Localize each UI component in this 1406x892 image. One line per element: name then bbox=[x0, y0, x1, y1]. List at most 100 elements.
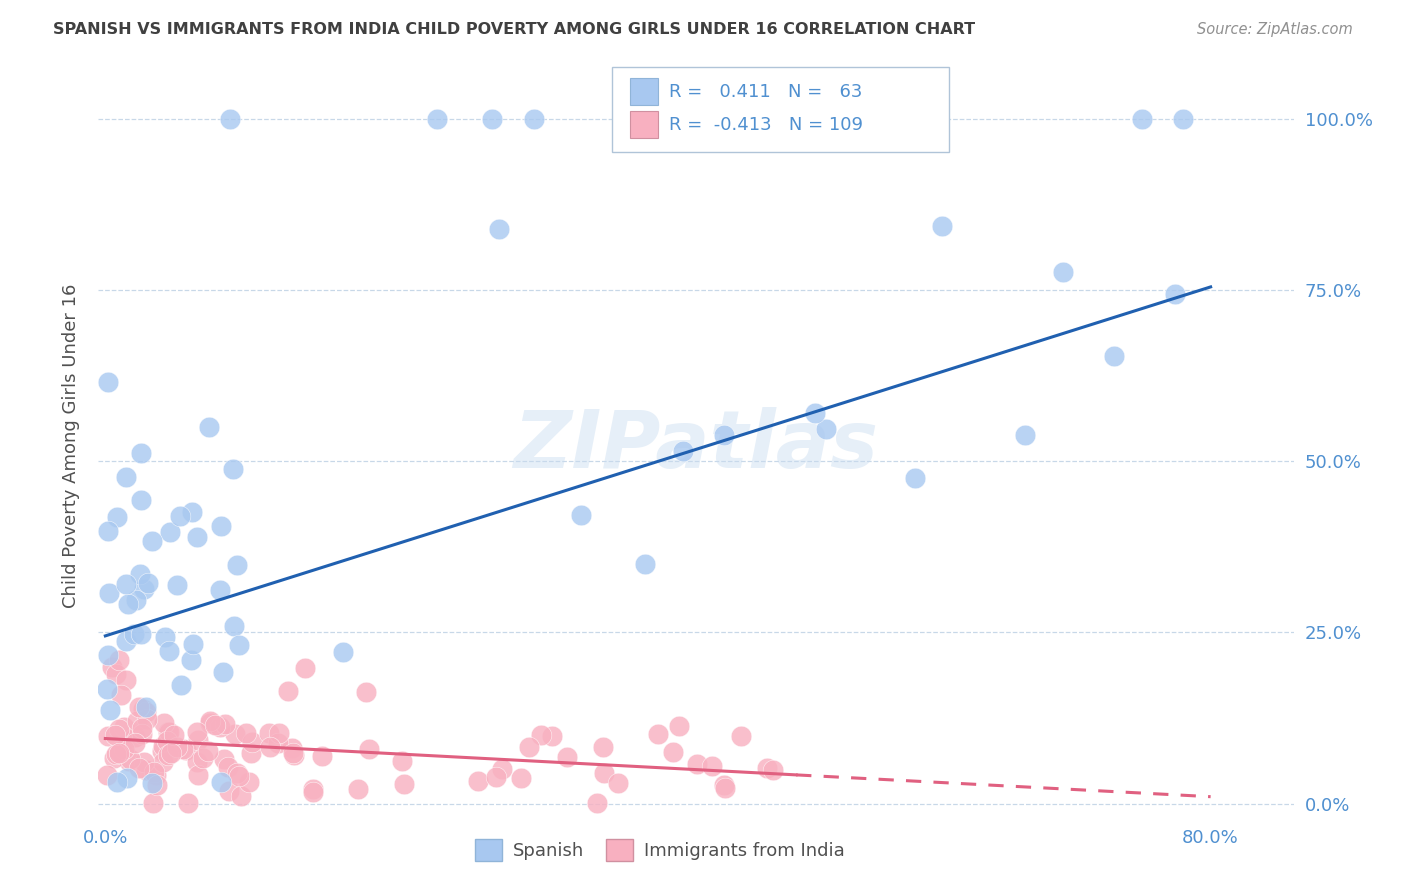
Point bbox=[198, 716, 221, 731]
Point bbox=[153, 630, 176, 644]
Point bbox=[186, 733, 208, 747]
Point bbox=[135, 700, 157, 714]
Point bbox=[197, 744, 219, 758]
Point bbox=[132, 582, 155, 597]
Point bbox=[281, 740, 304, 755]
Point bbox=[187, 768, 209, 782]
Point bbox=[235, 726, 257, 740]
Legend: Spanish, Immigrants from India: Spanish, Immigrants from India bbox=[468, 831, 852, 868]
Point bbox=[152, 744, 174, 758]
Point bbox=[157, 724, 180, 739]
Point bbox=[209, 518, 232, 533]
Point bbox=[107, 722, 129, 736]
Point bbox=[146, 778, 169, 792]
Point bbox=[169, 508, 191, 523]
Point bbox=[354, 685, 377, 699]
Point bbox=[228, 638, 250, 652]
Point bbox=[485, 770, 508, 784]
Point bbox=[815, 422, 838, 436]
Point bbox=[98, 703, 121, 717]
Point bbox=[186, 755, 208, 769]
Point bbox=[662, 745, 685, 759]
Point bbox=[108, 653, 131, 667]
Point bbox=[488, 221, 510, 235]
Point bbox=[136, 712, 159, 726]
Point bbox=[607, 776, 630, 790]
Point bbox=[115, 673, 138, 688]
Point bbox=[97, 729, 120, 743]
Point bbox=[228, 769, 250, 783]
Point bbox=[277, 684, 299, 698]
Point bbox=[672, 444, 695, 458]
Point bbox=[555, 750, 578, 764]
Point bbox=[198, 420, 221, 434]
Point bbox=[105, 666, 128, 681]
Point bbox=[267, 735, 290, 749]
Point bbox=[762, 763, 785, 777]
Point bbox=[1171, 112, 1194, 127]
Point bbox=[302, 784, 325, 798]
Point bbox=[174, 743, 197, 757]
Point bbox=[214, 717, 236, 731]
Point bbox=[141, 533, 163, 548]
Point bbox=[124, 593, 146, 607]
Point bbox=[217, 760, 239, 774]
Point bbox=[131, 702, 153, 716]
Point bbox=[110, 688, 132, 702]
Point bbox=[240, 735, 263, 749]
Point bbox=[135, 705, 157, 719]
Point bbox=[668, 718, 690, 732]
Point bbox=[392, 777, 415, 791]
Point bbox=[714, 780, 737, 795]
Point bbox=[346, 781, 368, 796]
Point bbox=[157, 725, 180, 739]
Text: Source: ZipAtlas.com: Source: ZipAtlas.com bbox=[1197, 22, 1353, 37]
Point bbox=[122, 627, 145, 641]
Point bbox=[1014, 428, 1036, 442]
Point bbox=[98, 586, 121, 600]
Point bbox=[131, 727, 153, 741]
Point bbox=[592, 765, 614, 780]
Point bbox=[904, 471, 927, 485]
Point bbox=[97, 648, 120, 663]
Point bbox=[647, 727, 669, 741]
Point bbox=[259, 739, 281, 754]
Point bbox=[730, 729, 752, 743]
Point bbox=[592, 739, 614, 754]
Point bbox=[218, 784, 240, 798]
Point bbox=[181, 637, 204, 651]
Point bbox=[586, 796, 609, 810]
Point bbox=[530, 728, 553, 742]
Point bbox=[159, 746, 181, 760]
Point bbox=[804, 406, 827, 420]
Point bbox=[209, 720, 232, 734]
Point bbox=[700, 759, 723, 773]
Point bbox=[142, 764, 165, 779]
Point bbox=[124, 730, 146, 744]
Point bbox=[686, 757, 709, 772]
Point bbox=[177, 796, 200, 810]
Point bbox=[172, 742, 194, 756]
Point bbox=[157, 747, 180, 762]
Point bbox=[128, 761, 150, 775]
Point bbox=[159, 525, 181, 540]
Point bbox=[1052, 265, 1074, 279]
Point bbox=[186, 530, 208, 544]
Point bbox=[132, 755, 155, 769]
Point bbox=[170, 678, 193, 692]
Point bbox=[124, 735, 146, 749]
Text: R =  -0.413   N = 109: R = -0.413 N = 109 bbox=[669, 116, 863, 134]
Point bbox=[103, 750, 125, 764]
Point bbox=[931, 219, 953, 233]
Point bbox=[105, 775, 128, 789]
Text: SPANISH VS IMMIGRANTS FROM INDIA CHILD POVERTY AMONG GIRLS UNDER 16 CORRELATION : SPANISH VS IMMIGRANTS FROM INDIA CHILD P… bbox=[53, 22, 976, 37]
Point bbox=[332, 645, 354, 659]
Point bbox=[204, 718, 226, 732]
Point bbox=[257, 726, 280, 740]
Point bbox=[426, 112, 449, 127]
Point bbox=[155, 734, 177, 748]
Point bbox=[129, 446, 152, 460]
Point bbox=[481, 112, 503, 127]
Point bbox=[209, 774, 232, 789]
Point bbox=[142, 796, 165, 810]
